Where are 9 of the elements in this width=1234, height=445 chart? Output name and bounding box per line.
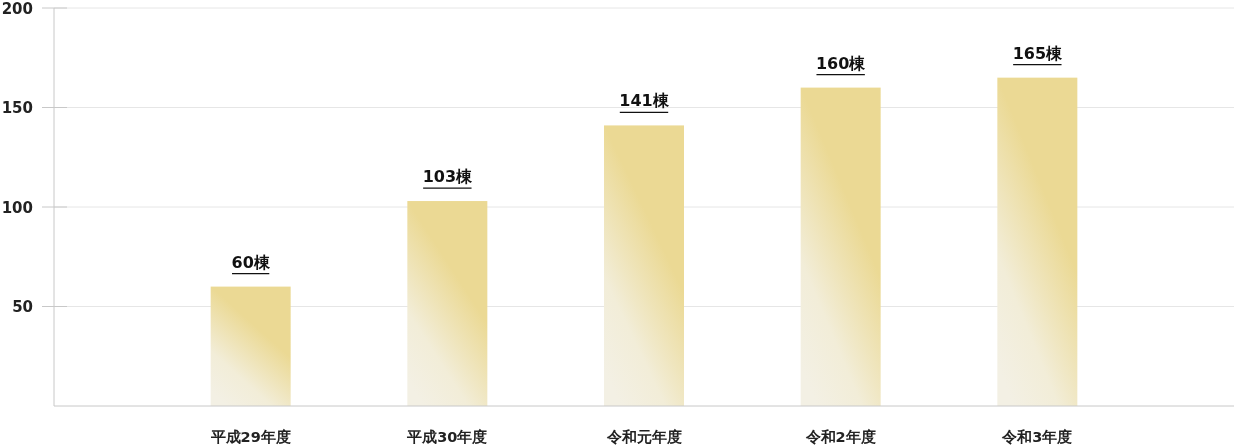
y-tick-label: 200 <box>1 0 33 18</box>
y-tick-label: 50 <box>12 298 33 316</box>
x-tick-label: 平成30年度 <box>407 429 488 445</box>
y-tick-label: 150 <box>1 99 33 117</box>
x-tick-label: 令和3年度 <box>1002 429 1073 445</box>
x-tick-label: 令和2年度 <box>805 429 876 445</box>
y-tick-label: 100 <box>1 198 33 217</box>
x-tick-label: 令和元年度 <box>606 429 682 445</box>
x-tick-label: 平成29年度 <box>210 429 291 445</box>
